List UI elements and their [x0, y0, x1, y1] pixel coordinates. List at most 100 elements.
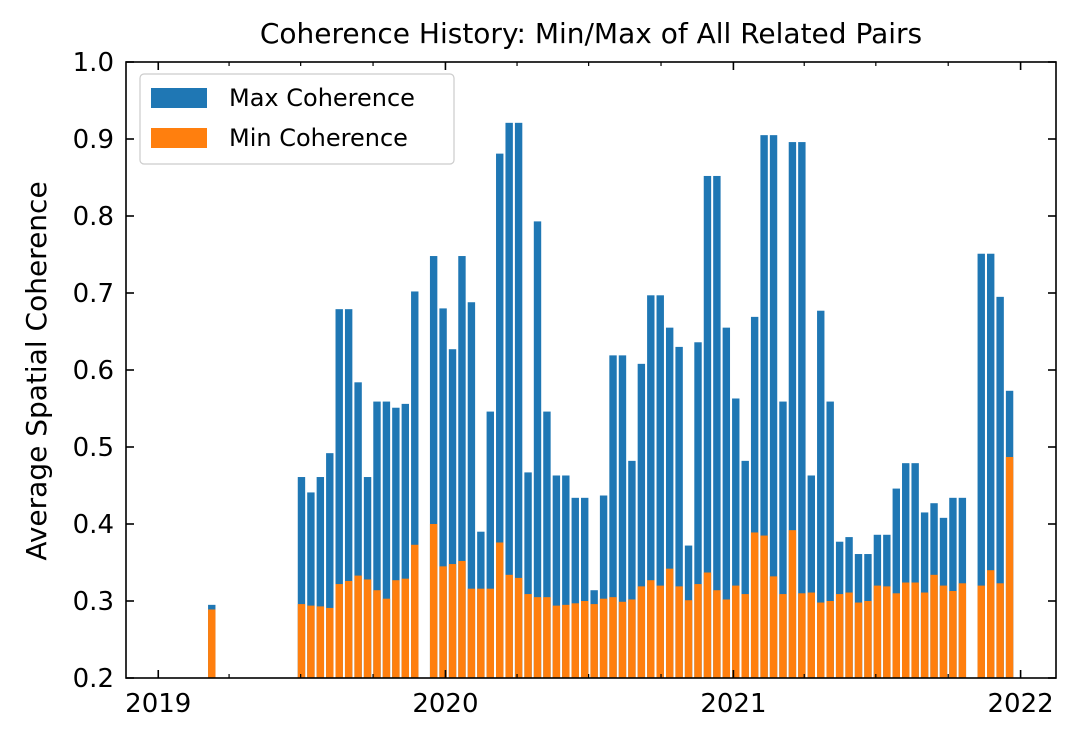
bar	[326, 607, 334, 678]
bar	[779, 594, 787, 678]
bar	[1005, 457, 1014, 678]
bar	[628, 599, 636, 678]
bar	[675, 586, 683, 678]
x-tick-label: 2020	[412, 689, 478, 719]
bar	[297, 604, 306, 678]
bar	[401, 578, 410, 678]
bar	[798, 593, 806, 678]
bar	[448, 349, 457, 678]
bar	[939, 585, 948, 678]
bar	[722, 599, 731, 678]
bar	[429, 256, 438, 678]
bar	[996, 296, 1004, 678]
bar	[845, 592, 853, 678]
bar	[505, 574, 513, 678]
legend-swatch	[151, 128, 207, 148]
bar	[411, 291, 419, 678]
bar	[675, 346, 683, 678]
bar	[788, 142, 797, 678]
y-axis-label: Average Spatial Coherence	[20, 181, 53, 560]
bar	[439, 308, 447, 678]
legend-label: Max Coherence	[229, 84, 415, 112]
bar	[656, 295, 664, 678]
bar	[392, 580, 400, 678]
bar	[864, 601, 872, 678]
bar	[741, 460, 749, 678]
bar	[807, 592, 815, 678]
bar	[694, 584, 702, 678]
bar	[665, 327, 674, 678]
bar	[562, 475, 570, 678]
bar	[902, 463, 910, 678]
bar	[552, 605, 561, 678]
bar	[665, 568, 674, 678]
bar	[750, 532, 759, 678]
x-axis: 2019 2020 2021 2022	[125, 62, 1054, 719]
y-tick-label: 0.3	[73, 587, 114, 617]
bar	[996, 583, 1004, 678]
bar	[637, 586, 646, 678]
bar	[439, 566, 447, 678]
bar	[911, 582, 919, 678]
bar	[732, 585, 740, 678]
bar	[883, 586, 891, 678]
bar	[647, 580, 655, 678]
bar	[958, 583, 967, 678]
bar	[297, 477, 306, 678]
bar	[524, 472, 532, 678]
bar	[760, 535, 768, 678]
bar	[467, 588, 476, 678]
y-tick-label: 0.8	[73, 202, 114, 232]
bar	[618, 355, 627, 678]
bar	[562, 604, 570, 678]
bar	[628, 460, 636, 678]
bar	[713, 175, 721, 678]
bar	[949, 590, 957, 678]
bar	[618, 601, 627, 678]
x-tick-label: 2019	[125, 689, 191, 719]
bar	[496, 542, 504, 678]
bar	[524, 594, 532, 678]
bar	[411, 544, 419, 678]
bar	[382, 401, 391, 678]
bar	[344, 309, 353, 678]
bar	[373, 401, 381, 678]
bar	[458, 560, 466, 678]
bar	[429, 524, 438, 678]
y-tick-label: 0.5	[73, 433, 114, 463]
bar	[208, 609, 216, 678]
bar	[769, 576, 778, 678]
bar	[552, 475, 561, 678]
bar	[514, 122, 523, 678]
bar	[382, 598, 391, 678]
bar	[392, 407, 400, 678]
y-tick-label: 0.4	[73, 510, 114, 540]
bar	[496, 153, 504, 678]
bar	[307, 492, 315, 678]
bar	[401, 403, 410, 678]
legend-label: Min Coherence	[229, 124, 408, 152]
bar	[581, 601, 589, 678]
bar	[684, 600, 693, 678]
bar	[581, 497, 589, 678]
legend: Max Coherence Min Coherence	[139, 73, 455, 165]
bar	[486, 588, 494, 678]
bar	[798, 142, 806, 678]
bar	[977, 585, 985, 678]
bar	[533, 597, 542, 678]
legend-frame	[139, 73, 455, 165]
bar	[354, 575, 362, 678]
bar	[788, 530, 797, 678]
bar	[505, 122, 513, 678]
bar	[316, 477, 325, 678]
bar	[873, 585, 882, 678]
bar	[571, 497, 579, 678]
bar	[713, 590, 721, 678]
bar	[892, 488, 900, 678]
bar	[656, 585, 664, 678]
bar	[326, 453, 334, 678]
bar	[732, 398, 740, 678]
chart-title: Coherence History: Min/Max of All Relate…	[260, 17, 922, 50]
